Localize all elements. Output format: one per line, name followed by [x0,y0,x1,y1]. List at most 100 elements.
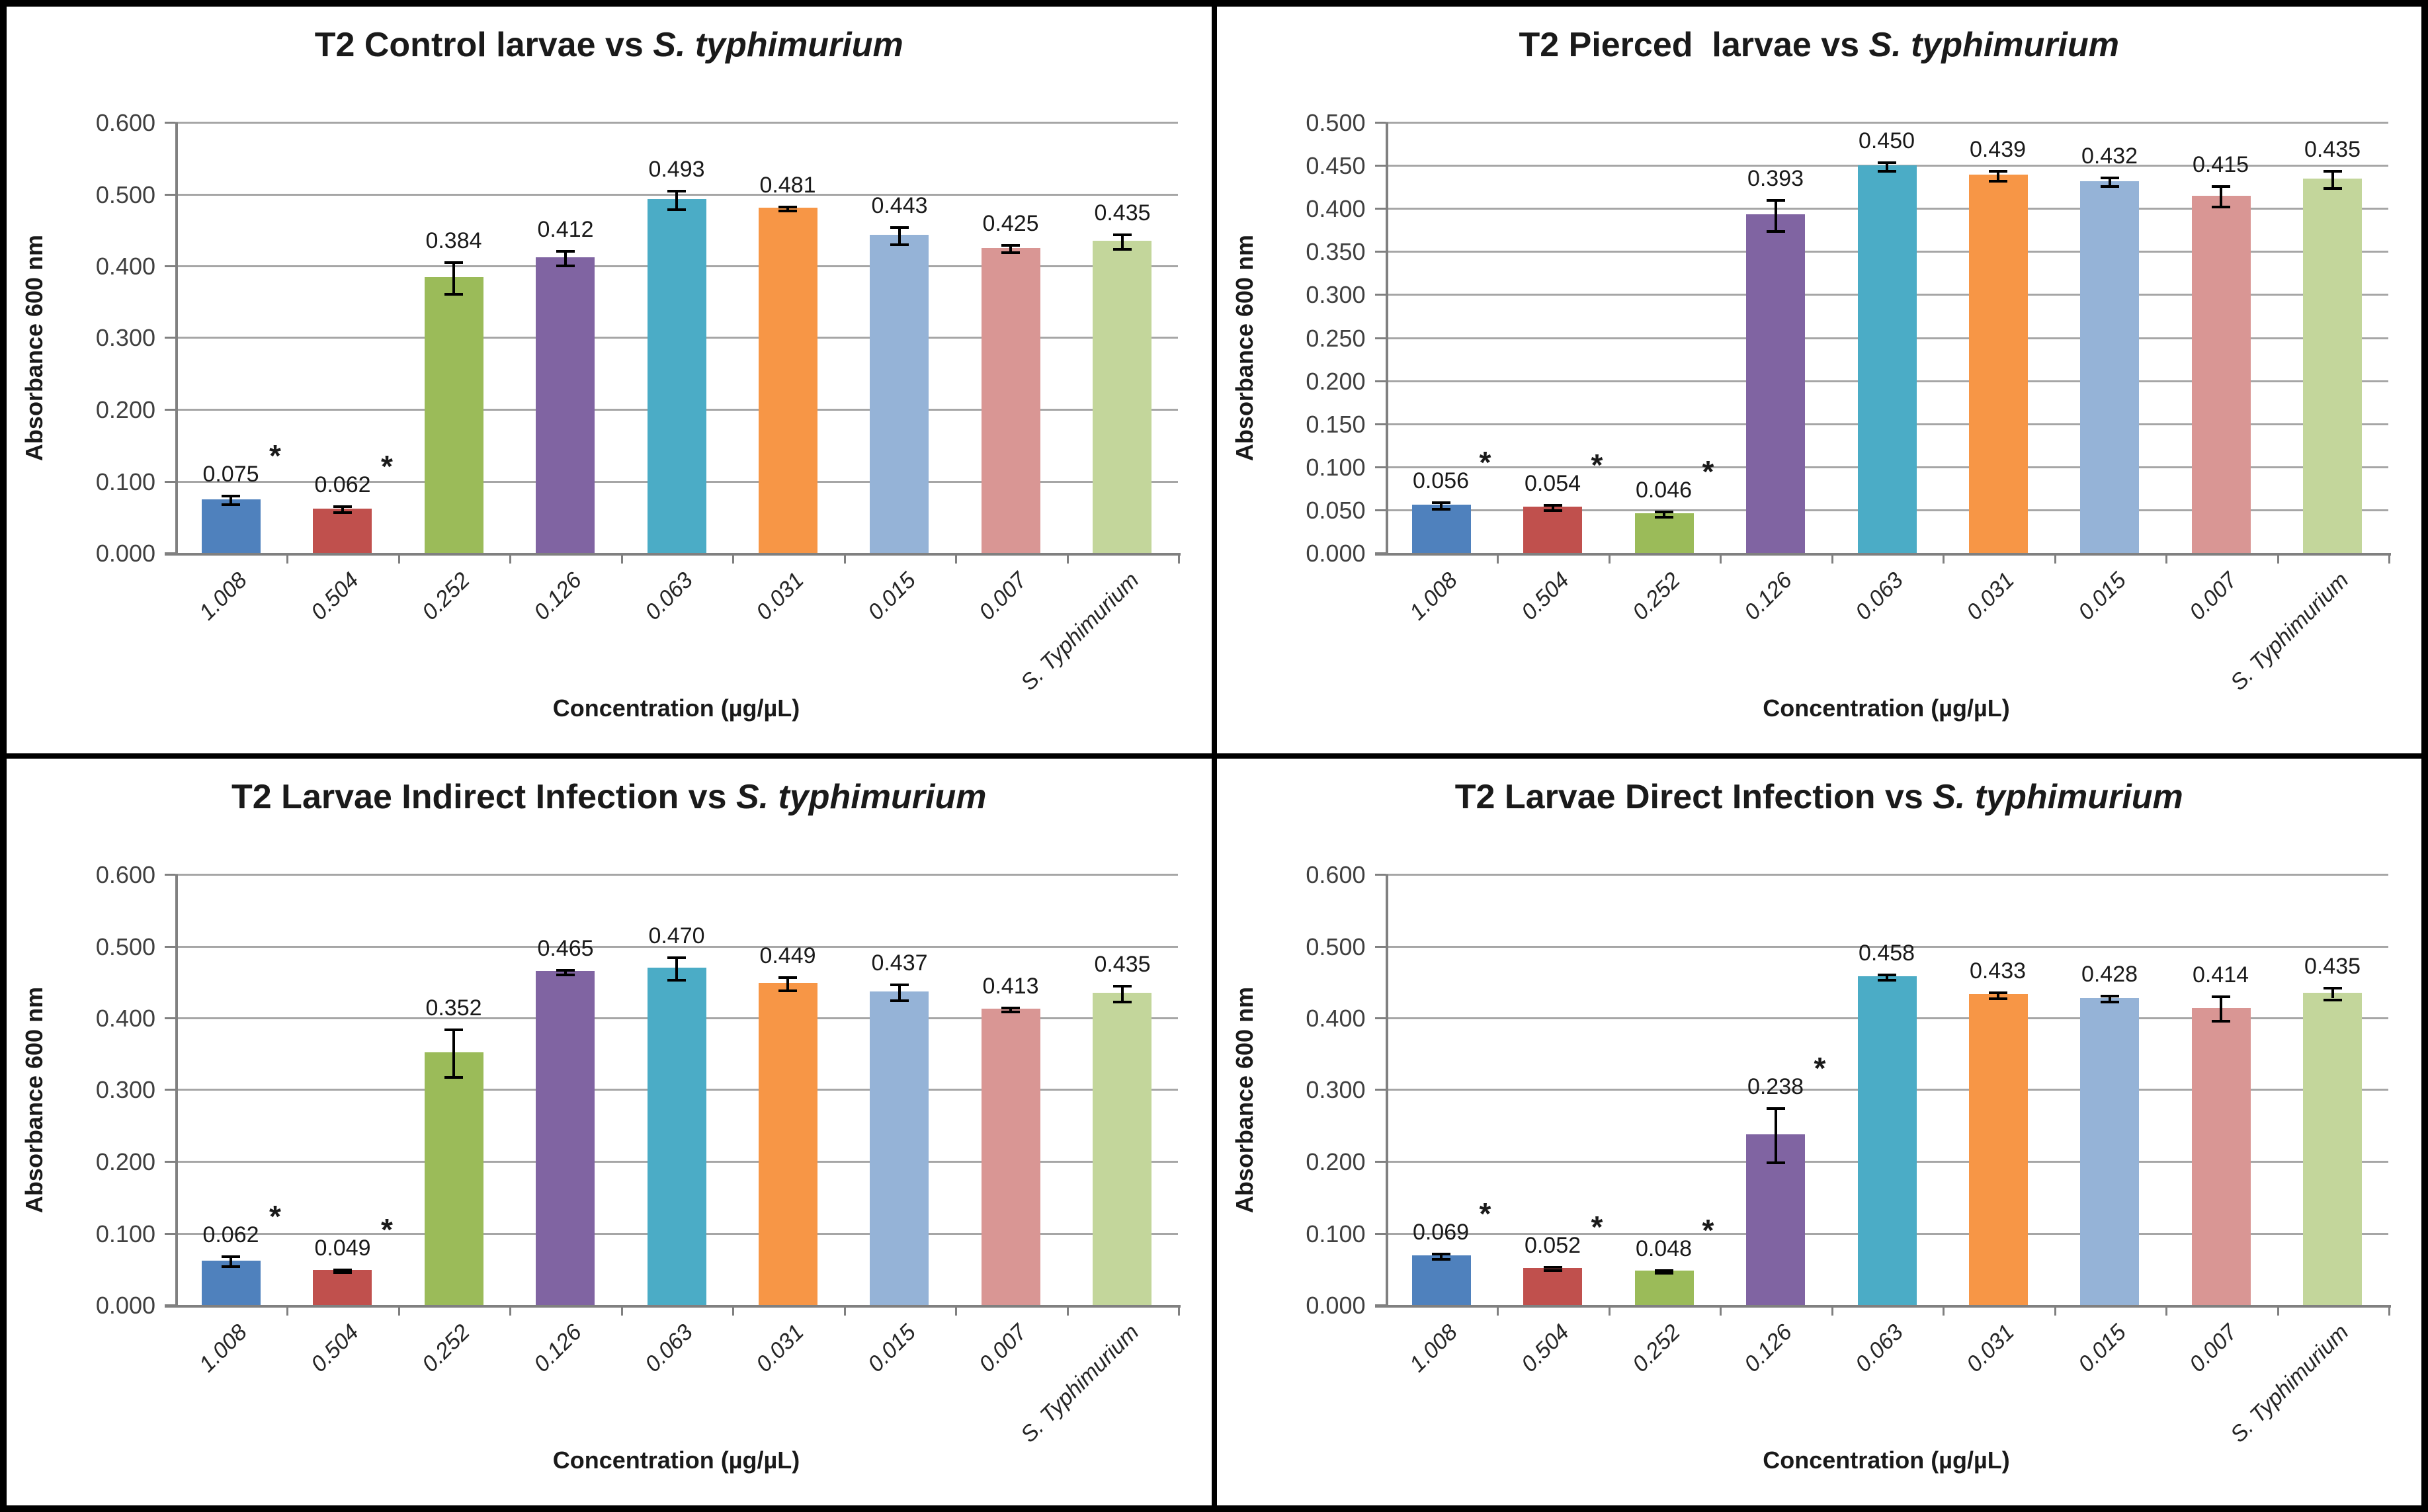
bar-value-label: 0.393 [1747,166,1804,191]
y-axis-tick-label: 0.400 [1306,195,1366,222]
error-bar [786,976,789,989]
x-tick-mark [2277,1305,2279,1316]
x-tick-mark [1608,1305,1611,1316]
error-bar-cap-bottom [1654,516,1673,519]
y-axis-tick-label: 0.000 [95,1292,155,1319]
bar [1857,165,1917,553]
error-bar-cap-top [1877,974,1896,976]
error-bar-cap-top [1113,985,1132,987]
bar-value-label: 0.062 [314,472,371,497]
bar [1968,175,2028,553]
y-tick-mark [1374,1161,1386,1163]
y-tick-mark [165,1089,175,1091]
x-tick-mark [1067,553,1069,564]
y-tick-mark [1374,251,1386,253]
y-tick-mark [165,194,175,196]
y-axis-tick-label: 0.400 [95,253,155,280]
bar [1745,214,1805,553]
x-tick-mark [1942,1305,1945,1316]
error-bar-cap-bottom [444,293,463,296]
y-axis-tick-label: 0.250 [1306,325,1366,352]
y-axis-tick-label: 0.200 [1306,1148,1366,1175]
y-tick-mark [1374,423,1386,425]
error-bar [2331,987,2334,998]
x-tick-mark [2054,1305,2056,1316]
error-bar-cap-bottom [1543,509,1562,512]
chart-panel-pierced: T2 Pierced larvae vs S. typhimurium Abso… [1214,4,2424,756]
error-bar-cap-top [222,1255,240,1258]
x-axis-line [1374,553,2391,556]
error-bar [2108,177,2111,185]
error-bar-cap-top [1113,233,1132,236]
x-tick-label: 0.252 [417,1320,476,1378]
y-tick-mark [165,409,175,411]
error-bar-cap-bottom [444,1076,463,1079]
error-bar-cap-top [890,226,909,229]
x-tick-label: 0.252 [1627,567,1685,626]
error-bar [1009,244,1012,251]
bar [2302,993,2362,1305]
bar-value-label: 0.075 [202,462,259,487]
error-bar-cap-bottom [1543,1269,1562,1272]
error-bar-cap-top [1654,1269,1673,1272]
error-bar [452,1029,455,1076]
error-bar-cap-top [2100,995,2119,997]
bar-value-label: 0.056 [1412,468,1470,493]
bar [759,208,817,553]
x-axis-title: Concentration (µg/µL) [1763,694,2010,722]
x-tick-label: 0.126 [1739,567,1797,626]
gridline [1385,946,2388,948]
error-bar-cap-top [890,984,909,986]
error-bar-cap-top [1877,161,1896,164]
bar [759,983,817,1305]
error-bar-cap-top [1431,1253,1450,1255]
plot-area: 0.000 0.100 0.200 0.300 0.400 0.500 0.600 0.075… [7,7,1212,753]
significance-asterisk: * [269,439,281,473]
y-axis-tick-label: 0.300 [1306,1076,1366,1103]
x-tick-label: 0.015 [2073,567,2131,626]
bar [2191,196,2251,553]
x-tick-label: 0.063 [1850,567,1908,626]
y-tick-mark [165,1233,175,1235]
error-bar [1121,233,1124,248]
error-bar [1121,985,1124,1001]
error-bar-cap-bottom [1431,1258,1450,1261]
x-tick-mark [621,1305,623,1316]
bar-value-label: 0.432 [2081,144,2138,169]
x-tick-mark [2054,553,2056,564]
x-tick-mark [286,553,288,564]
bar [1968,994,2028,1305]
x-tick-label: 0.504 [1516,1320,1574,1378]
bar [313,509,372,553]
y-axis-line [175,874,178,1308]
error-bar-cap-bottom [1431,508,1450,511]
error-bar [1885,161,1888,170]
y-tick-mark [165,337,175,339]
bar-value-label: 0.433 [1969,958,2027,984]
chart-title-text: T2 Control larvae vs [314,26,653,64]
bar-value-label: 0.425 [982,211,1039,236]
x-axis-title: Concentration (µg/µL) [1763,1447,2010,1474]
error-bar-cap-top [1766,199,1785,202]
error-bar [675,956,678,980]
chart-panel-direct: T2 Larvae Direct Infection vs S. typhimu… [1214,756,2424,1508]
error-bar-cap-top [667,190,686,192]
bar [202,1261,261,1305]
error-bar [2219,185,2222,206]
bar [1634,513,1694,553]
error-bar-cap-top [1001,244,1020,247]
x-tick-label: 0.126 [1739,1320,1797,1378]
x-tick-label: 0.252 [1627,1320,1685,1378]
bar [425,277,483,553]
chart-title: T2 Control larvae vs S. typhimurium [7,25,1212,65]
x-tick-label: 1.008 [194,567,253,626]
bar [536,971,595,1305]
chart-title: T2 Larvae Indirect Infection vs S. typhi… [7,777,1212,817]
x-tick-label: 1.008 [1404,567,1462,626]
y-axis-tick-label: 0.400 [95,1005,155,1032]
y-tick-mark [165,265,175,267]
y-axis-tick-label: 0.000 [95,540,155,567]
chart-title-text: T2 Larvae Direct Infection vs [1454,778,1933,816]
error-bar-cap-bottom [222,503,240,506]
